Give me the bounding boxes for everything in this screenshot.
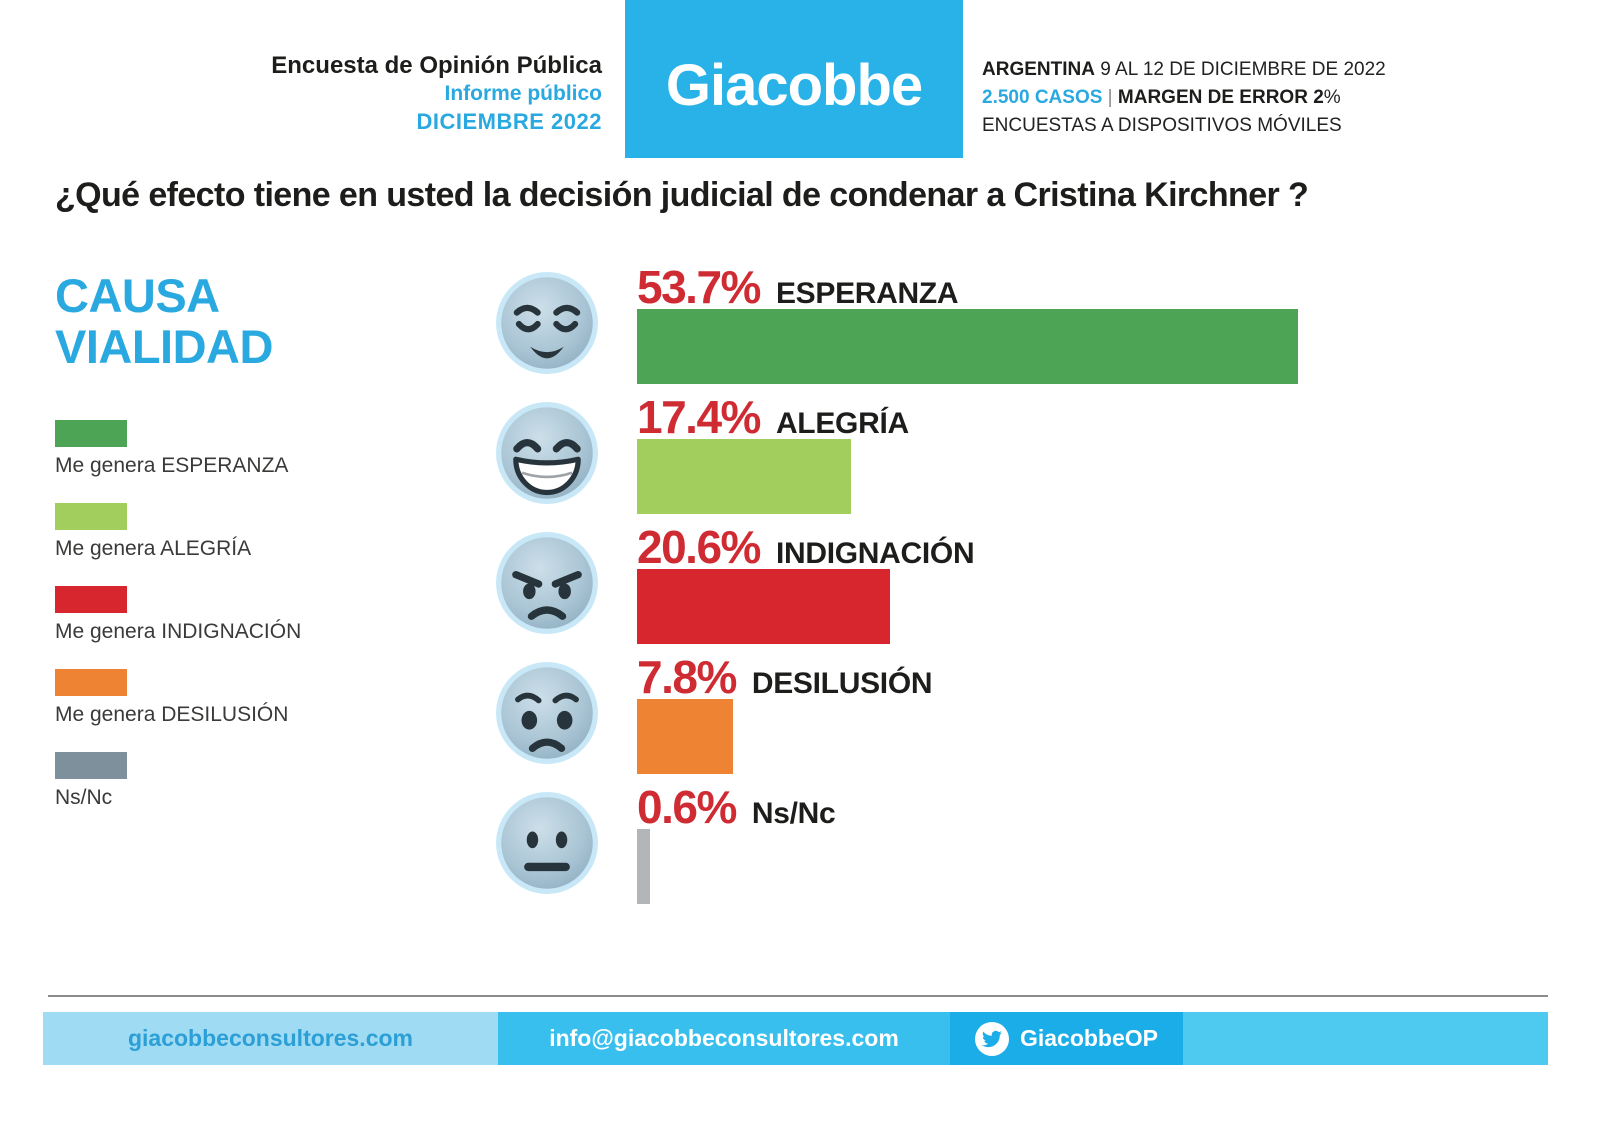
- footer-email-link[interactable]: info@giacobbeconsultores.com: [498, 1012, 950, 1065]
- bar-value: 7.8%: [637, 651, 737, 703]
- survey-margin-pct: %: [1323, 87, 1341, 108]
- neutral-face-icon: [495, 778, 637, 908]
- legend-swatch-nsnc: [55, 752, 127, 779]
- survey-question: ¿Qué efecto tiene en usted la decisión j…: [55, 176, 1309, 214]
- bar-category: INDIGNACIÓN: [775, 537, 975, 570]
- chart-row-indignacion: 20.6% INDIGNACIÓN: [495, 518, 1555, 648]
- chart-row-alegria: 17.4% ALEGRÍA: [495, 388, 1555, 518]
- footer-filler: [1183, 1012, 1548, 1065]
- legend-label: Me genera ALEGRÍA: [55, 537, 252, 560]
- bar-value: 20.6%: [637, 521, 761, 573]
- relieved-face-icon: [495, 258, 637, 388]
- legend-swatch-desilusion: [55, 669, 127, 696]
- chart-row-esperanza: 53.7% ESPERANZA: [495, 258, 1555, 388]
- chart-row-desilusion: 7.8% DESILUSIÓN: [495, 648, 1555, 778]
- worried-face-icon: [495, 648, 637, 778]
- bar-value: 53.7%: [637, 261, 761, 313]
- legend-item-desilusion: Me genera DESILUSIÓN: [55, 669, 301, 727]
- survey-margin-of-error: MARGEN DE ERROR 2: [1117, 87, 1324, 108]
- bar-desilusion: [637, 699, 733, 774]
- topic-title-line1: CAUSA: [55, 269, 220, 322]
- giacobbe-logo: Giacobbe: [625, 0, 963, 158]
- separator: |: [1102, 87, 1118, 108]
- bar-indignacion: [637, 569, 891, 644]
- legend-label: Me genera DESILUSIÓN: [55, 703, 289, 726]
- footer-twitter-link[interactable]: GiacobbeOP: [950, 1012, 1183, 1065]
- report-title: Encuesta de Opinión Pública: [271, 52, 602, 79]
- legend-label: Me genera INDIGNACIÓN: [55, 620, 302, 643]
- bar-category: ALEGRÍA: [775, 407, 909, 440]
- report-subtitle: Informe público: [444, 82, 603, 105]
- bar-category: DESILUSIÓN: [751, 667, 933, 700]
- bar-value: 0.6%: [637, 781, 737, 833]
- survey-method: ENCUESTAS A DISPOSITIVOS MÓVILES: [982, 115, 1342, 136]
- footer-twitter-handle: GiacobbeOP: [1019, 1025, 1159, 1051]
- legend-label: Me genera ESPERANZA: [55, 454, 289, 477]
- legend-label: Ns/Nc: [55, 786, 113, 809]
- legend-swatch-esperanza: [55, 420, 127, 447]
- survey-cases: 2.500 CASOS: [982, 87, 1103, 108]
- footer-divider: [48, 995, 1548, 997]
- bar-alegria: [637, 439, 852, 514]
- legend-item-esperanza: Me genera ESPERANZA: [55, 420, 301, 478]
- topic-title-line2: VIALIDAD: [55, 320, 273, 373]
- bar-value: 17.4%: [637, 391, 761, 443]
- survey-meta-block: ARGENTINA 9 AL 12 DE DICIEMBRE DE 2022 2…: [982, 56, 1386, 140]
- bar-category: ESPERANZA: [775, 277, 959, 310]
- legend-swatch-indignacion: [55, 586, 127, 613]
- report-date: DICIEMBRE 2022: [416, 109, 602, 134]
- legend-item-indignacion: Me genera INDIGNACIÓN: [55, 586, 301, 644]
- twitter-icon: [974, 1021, 1009, 1056]
- survey-dates: 9 AL 12 DE DICIEMBRE DE 2022: [1094, 59, 1386, 80]
- footer-bar: giacobbeconsultores.com info@giacobbecon…: [43, 1012, 1548, 1065]
- legend-item-nsnc: Ns/Nc: [55, 752, 301, 810]
- topic-title: CAUSA VIALIDAD: [55, 270, 273, 372]
- survey-country: ARGENTINA: [982, 59, 1095, 80]
- bar-category: Ns/Nc: [751, 797, 836, 830]
- footer-website-link[interactable]: giacobbeconsultores.com: [43, 1012, 498, 1065]
- chart-legend: Me genera ESPERANZA Me genera ALEGRÍA Me…: [55, 420, 301, 835]
- report-info-block: Encuesta de Opinión Pública Informe públ…: [271, 52, 602, 136]
- grinning-face-icon: [495, 388, 637, 518]
- angry-face-icon: [495, 518, 637, 648]
- bar-esperanza: [637, 309, 1298, 384]
- legend-swatch-alegria: [55, 503, 127, 530]
- bar-nsnc: [637, 829, 650, 904]
- survey-meta-line2: 2.500 CASOS | MARGEN DE ERROR 2%: [982, 84, 1386, 112]
- chart-row-nsnc: 0.6% Ns/Nc: [495, 778, 1555, 908]
- survey-meta-line1: ARGENTINA 9 AL 12 DE DICIEMBRE DE 2022: [982, 56, 1386, 84]
- giacobbe-logo-text: Giacobbe: [665, 52, 923, 118]
- bar-chart: 53.7% ESPERANZA 17.4% ALEGRÍA: [495, 258, 1555, 908]
- legend-item-alegria: Me genera ALEGRÍA: [55, 503, 301, 561]
